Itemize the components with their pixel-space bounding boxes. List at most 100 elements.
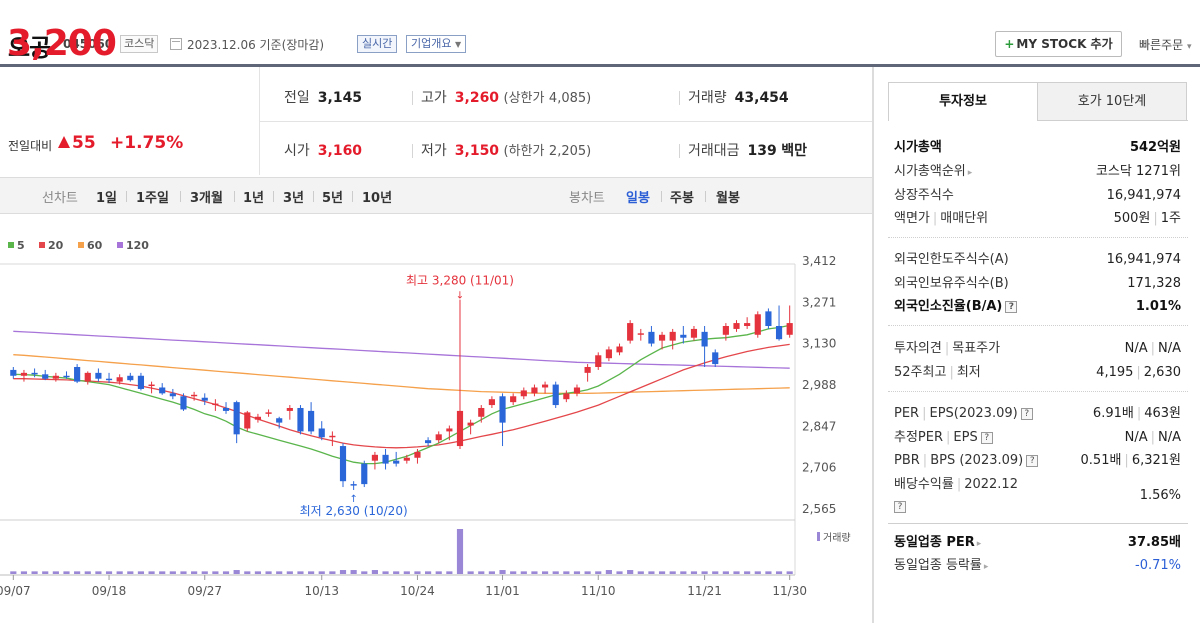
volume-bar <box>20 571 28 574</box>
volume-bar <box>382 571 389 574</box>
volume-bar <box>297 571 304 574</box>
candle-body <box>371 454 378 461</box>
volume-bar <box>754 571 761 574</box>
sector-per-row[interactable]: 동일업종 PER ▸ 37.85배 <box>894 535 1181 550</box>
candle-body <box>648 331 655 344</box>
volume-bar <box>573 571 581 574</box>
candle-body <box>627 323 634 341</box>
tab-investment-info[interactable]: 투자정보 <box>888 82 1038 121</box>
help-icon[interactable]: ? <box>894 500 906 513</box>
volume-bar <box>191 571 198 574</box>
period-1d[interactable]: 1일 <box>96 191 118 206</box>
help-icon[interactable]: ? <box>980 431 993 444</box>
market-cap-row: 시가총액 542억원 <box>894 140 1181 155</box>
candle-body <box>276 418 283 423</box>
company-overview-dropdown[interactable]: 기업개요 ▼ <box>406 35 467 53</box>
help-icon[interactable]: ? <box>1026 454 1039 467</box>
candle-weekly[interactable]: 주봉 <box>670 191 694 206</box>
tab-quote-10[interactable]: 호가 10단계 <box>1037 82 1187 121</box>
volume-bar <box>350 570 357 574</box>
period-3m[interactable]: 3개월 <box>190 191 223 206</box>
period-1w[interactable]: 1주일 <box>136 191 169 206</box>
foreign-holding-row: 외국인보유주식수(B) 171,328 <box>894 276 1181 291</box>
volume-bar <box>74 571 81 574</box>
week52-row: 52주최고 | 최저 4,195 | 2,630 <box>894 365 1181 380</box>
line-chart-label: 선차트 <box>42 191 78 206</box>
chevron-down-icon: ▼ <box>454 40 462 49</box>
candle-body <box>754 314 761 335</box>
candle-body <box>414 451 421 458</box>
realtime-button[interactable]: 실시간 <box>357 35 398 53</box>
candle-body <box>318 428 325 438</box>
y-tick-label: 2,988 <box>802 378 836 392</box>
calendar-icon <box>170 38 182 50</box>
candle-body <box>10 369 17 376</box>
panel-divider <box>872 67 873 623</box>
volume-bar <box>584 571 591 574</box>
volume-bar <box>95 571 102 574</box>
candle-body <box>775 326 783 340</box>
price-change-percent: +1.75% <box>110 133 184 153</box>
period-1y[interactable]: 1년 <box>243 191 265 206</box>
ma20-line <box>13 343 790 449</box>
price-divider <box>259 67 260 175</box>
volume-bar <box>201 571 208 574</box>
legend-label: 60 <box>87 239 103 252</box>
volume-bar <box>403 571 410 574</box>
ma5-line <box>13 324 790 465</box>
candle-body <box>690 328 698 338</box>
candle-body <box>95 372 102 379</box>
candle-body <box>541 384 549 388</box>
add-my-stock-button[interactable]: + MY STOCK 추가 <box>995 31 1122 57</box>
help-icon[interactable]: ? <box>1020 407 1033 420</box>
volume-bar <box>84 571 91 574</box>
candle-body <box>531 387 538 394</box>
legend-swatch <box>117 242 123 248</box>
help-icon[interactable]: ? <box>1005 300 1018 313</box>
candle-daily[interactable]: 일봉 <box>626 191 650 206</box>
candle-body <box>680 334 687 338</box>
plus-icon: + <box>1004 37 1015 51</box>
y-tick-label: 2,706 <box>802 461 836 475</box>
volume-bar <box>765 571 772 574</box>
volume-bar <box>212 571 219 574</box>
volume-bar <box>627 570 634 574</box>
period-5y[interactable]: 5년 <box>322 191 344 206</box>
stock-header: 오공 045060 코스닥 2023.12.06 기준(장마감) 실시간 기업개… <box>0 0 1200 66</box>
par-value-row: 액면가 | 매매단위 500원 | 1주 <box>894 211 1181 226</box>
legend-swatch <box>78 242 84 248</box>
volume-bar <box>595 571 602 574</box>
y-tick-label: 3,412 <box>802 254 836 268</box>
volume-bar <box>680 571 687 574</box>
opinion-row: 투자의견 | 목표주가 N/A | N/A <box>894 341 1181 356</box>
candle-body <box>744 323 751 327</box>
candle-body <box>52 375 59 379</box>
candle-body <box>361 463 368 485</box>
candle-body <box>191 394 198 397</box>
period-3y[interactable]: 3년 <box>283 191 305 206</box>
candle-monthly[interactable]: 월봉 <box>716 191 740 206</box>
volume-bar <box>393 571 400 574</box>
trade-amount: 거래대금 139 백만 <box>679 140 807 160</box>
x-tick-label: 11/10 <box>581 584 616 598</box>
candle-body <box>265 412 272 414</box>
sector-change-row[interactable]: 동일업종 등락률 ▸ -0.71% <box>894 558 1181 573</box>
volume-bar <box>744 571 751 574</box>
ma120-line <box>13 330 790 369</box>
candle-body <box>63 375 70 378</box>
high-price: 고가 3,260 (상한가 4,085) <box>412 87 591 107</box>
candle-body <box>658 334 666 341</box>
volume-bar <box>233 570 240 574</box>
volume-bar <box>308 571 315 574</box>
price-chart[interactable]: 3,412 3,271 3,130 2,988 2,847 2,706 2,565 5 20 60… <box>0 235 872 623</box>
candle-body <box>456 410 464 447</box>
quick-order-link[interactable]: 빠른주문 ▾ <box>1139 36 1192 53</box>
volume-bar <box>658 571 666 574</box>
candle-body <box>520 390 527 397</box>
chart-period-bar: 선차트 1일 1주일 3개월 1년 3년 5년 10년 봉차트 일봉 주봉 월봉 <box>0 177 872 214</box>
market-cap-rank-row[interactable]: 시가총액순위 ▸ 코스닥 1271위 <box>894 164 1181 179</box>
period-10y[interactable]: 10년 <box>362 191 393 206</box>
chevron-down-icon: ▾ <box>1187 42 1192 52</box>
volume-bar <box>701 571 708 574</box>
volume-bar <box>10 571 17 574</box>
